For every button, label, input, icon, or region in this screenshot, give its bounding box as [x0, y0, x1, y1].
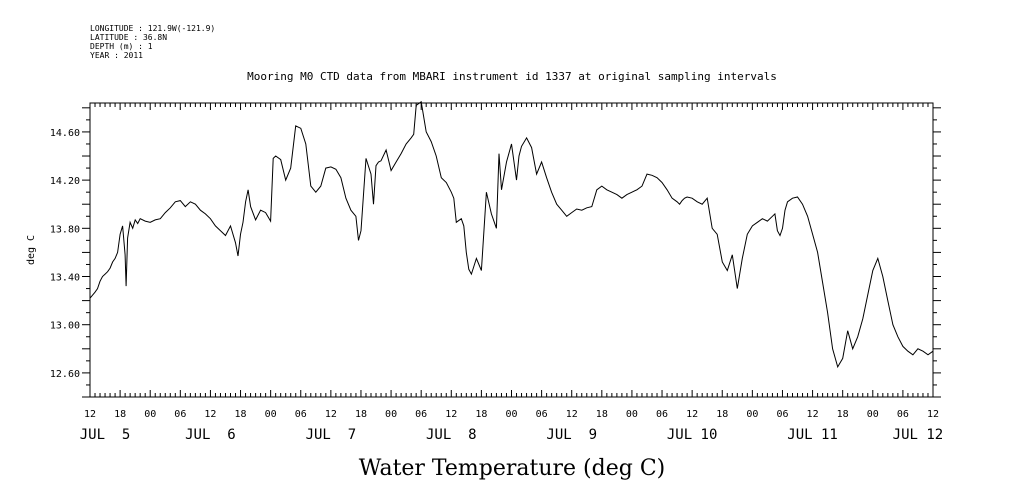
meta-depth: DEPTH (m) : 1	[90, 42, 153, 51]
day-label: JUL 9	[546, 427, 597, 443]
x-tick-label: 18	[355, 409, 367, 420]
y-tick-label: 13.40	[50, 273, 80, 284]
x-axis-label: Water Temperature (deg C)	[359, 456, 666, 481]
day-label: JUL 6	[185, 427, 236, 443]
x-tick-label: 06	[295, 409, 307, 420]
y-tick-label: 14.20	[50, 176, 80, 187]
x-tick-label: 12	[84, 409, 96, 420]
y-tick-label: 13.80	[50, 224, 80, 235]
day-label: JUL 5	[80, 427, 131, 443]
x-tick-label: 00	[746, 409, 758, 420]
x-tick-label: 18	[837, 409, 849, 420]
x-tick-label: 12	[686, 409, 698, 420]
x-tick-label: 18	[716, 409, 728, 420]
day-label: JUL 10	[667, 427, 718, 443]
x-tick-label: 12	[204, 409, 216, 420]
y-tick-label: 12.60	[50, 369, 80, 380]
x-tick-label: 00	[626, 409, 638, 420]
x-tick-label: 06	[897, 409, 909, 420]
x-tick-label: 00	[385, 409, 397, 420]
x-tick-label: 00	[867, 409, 879, 420]
x-tick-labels: 12 18 00 06 12 18 00 06 12 18 00 06 12 18 00 06 12 18 00 06…	[84, 409, 939, 420]
x-tick-label: 18	[596, 409, 608, 420]
y-tick-label: 14.60	[50, 128, 80, 139]
x-tick-label: 12	[445, 409, 457, 420]
x-tick-label: 12	[807, 409, 819, 420]
y-tick-label: 13.00	[50, 321, 80, 332]
x-tick-label: 00	[505, 409, 517, 420]
meta-longitude: LONGITUDE : 121.9W(-121.9)	[90, 24, 215, 33]
y-tick-labels: 14.60 14.20 13.80 13.40 13.00 12.60	[50, 128, 80, 380]
day-label: JUL 7	[306, 427, 357, 443]
x-tick-label: 06	[656, 409, 668, 420]
x-tick-label: 06	[776, 409, 788, 420]
meta-latitude: LATITUDE : 36.8N	[90, 33, 167, 42]
x-tick-label: 18	[114, 409, 126, 420]
x-tick-label: 00	[144, 409, 156, 420]
x-tick-label: 12	[566, 409, 578, 420]
x-tick-label: 06	[536, 409, 548, 420]
x-tick-label: 12	[927, 409, 939, 420]
series-line-water-temperature	[89, 100, 934, 369]
meta-year: YEAR : 2011	[90, 51, 143, 60]
axis-ticks	[82, 103, 941, 398]
day-label: JUL 11	[787, 427, 838, 443]
x-tick-label: 12	[325, 409, 337, 420]
x-tick-label: 06	[174, 409, 186, 420]
x-tick-label: 06	[415, 409, 427, 420]
x-tick-label: 00	[265, 409, 277, 420]
day-label: JUL 12	[893, 427, 944, 443]
y-axis-label: deg C	[26, 235, 37, 265]
day-labels: JUL 5 JUL 6 JUL 7 JUL 8 JUL 9 JUL 10 JUL 11 JUL…	[80, 427, 943, 443]
chart-title: Mooring M0 CTD data from MBARI instrumen…	[247, 70, 777, 83]
x-tick-label: 18	[475, 409, 487, 420]
x-tick-label: 18	[235, 409, 247, 420]
day-label: JUL 8	[426, 427, 477, 443]
